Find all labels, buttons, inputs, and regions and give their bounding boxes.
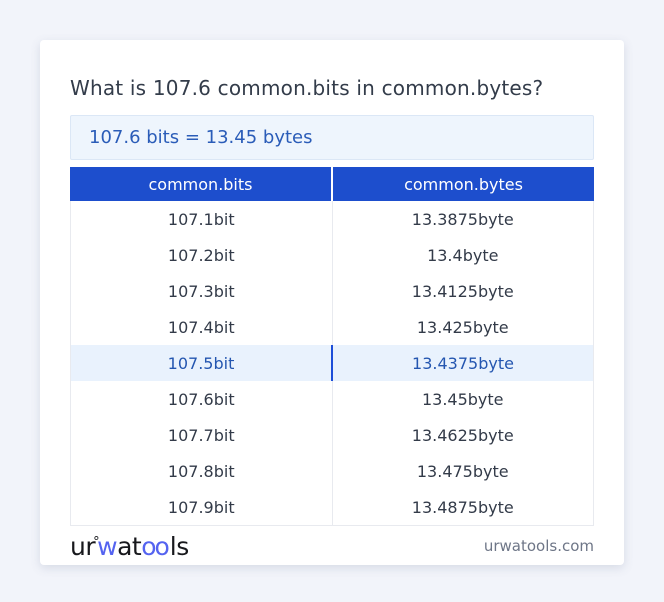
logo-segment: oo bbox=[141, 531, 170, 561]
table-cell-bytes[interactable]: 13.45byte bbox=[421, 389, 504, 409]
table-body: 107.1bit 13.3875byte 107.2bit 13.4byte 1… bbox=[70, 201, 594, 526]
table-row[interactable]: 107.8bit 13.475byte bbox=[71, 453, 593, 489]
table-row[interactable]: 107.3bit 13.4125byte bbox=[71, 273, 593, 309]
table-cell-bytes[interactable]: 13.425byte bbox=[416, 317, 509, 337]
table-cell-bytes[interactable]: 13.3875byte bbox=[411, 209, 514, 229]
table-row[interactable]: 107.4bit 13.425byte bbox=[71, 309, 593, 345]
table-cell-bits[interactable]: 107.9bit bbox=[71, 489, 333, 525]
table-row[interactable]: 107.5bit 13.4375byte bbox=[71, 345, 593, 381]
page-title: What is 107.6 common.bits in common.byte… bbox=[70, 76, 544, 100]
table-row[interactable]: 107.9bit 13.4875byte bbox=[71, 489, 593, 525]
conversion-result-box: 107.6 bits = 13.45 bytes bbox=[70, 115, 594, 160]
table-row[interactable]: 107.2bit 13.4byte bbox=[71, 237, 593, 273]
table-header-bytes: common.bytes bbox=[333, 167, 594, 201]
table-cell-bits[interactable]: 107.6bit bbox=[71, 381, 333, 417]
table-cell-bytes[interactable]: 13.4875byte bbox=[411, 497, 514, 517]
logo-segment: w bbox=[97, 531, 118, 561]
card-footer: ur°watools urwatools.com bbox=[70, 526, 594, 566]
table-cell-bits[interactable]: 107.7bit bbox=[71, 417, 333, 453]
table-cell-bits[interactable]: 107.2bit bbox=[71, 237, 333, 273]
table-cell-bytes[interactable]: 13.4125byte bbox=[411, 281, 514, 301]
table-cell-bytes[interactable]: 13.4625byte bbox=[411, 425, 514, 445]
conversion-card: What is 107.6 common.bits in common.byte… bbox=[40, 40, 624, 565]
table-cell-bits[interactable]: 107.1bit bbox=[71, 201, 333, 237]
site-domain-label: urwatools.com bbox=[483, 537, 594, 555]
urwatools-logo[interactable]: ur°watools bbox=[70, 534, 189, 559]
table-header-row: common.bits common.bytes bbox=[70, 167, 594, 201]
table-cell-bytes[interactable]: 13.4byte bbox=[427, 245, 499, 265]
conversion-result-text: 107.6 bits = 13.45 bytes bbox=[89, 127, 313, 148]
table-cell-bytes[interactable]: 13.4375byte bbox=[412, 353, 514, 373]
logo-segment: ° bbox=[93, 534, 100, 550]
table-row[interactable]: 107.6bit 13.45byte bbox=[71, 381, 593, 417]
table-row[interactable]: 107.1bit 13.3875byte bbox=[71, 201, 593, 237]
conversion-table: common.bits common.bytes 107.1bit 13.387… bbox=[70, 167, 594, 526]
table-cell-bits[interactable]: 107.5bit bbox=[71, 345, 333, 381]
table-header-bits: common.bits bbox=[70, 167, 333, 201]
logo-segment: ur bbox=[70, 531, 96, 561]
logo-segment: ls bbox=[169, 531, 189, 561]
table-cell-bytes[interactable]: 13.475byte bbox=[416, 461, 509, 481]
table-cell-bits[interactable]: 107.8bit bbox=[71, 453, 333, 489]
logo-segment: at bbox=[117, 531, 142, 561]
table-cell-bits[interactable]: 107.3bit bbox=[71, 273, 333, 309]
table-row[interactable]: 107.7bit 13.4625byte bbox=[71, 417, 593, 453]
table-cell-bits[interactable]: 107.4bit bbox=[71, 309, 333, 345]
